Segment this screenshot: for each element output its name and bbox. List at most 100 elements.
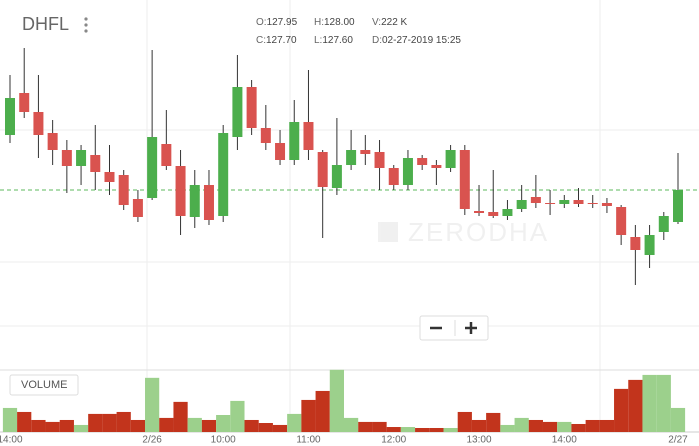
candle-body	[331, 165, 342, 188]
info-value: 127.95	[267, 17, 298, 28]
candle-body	[374, 152, 385, 168]
volume-bar	[542, 421, 558, 432]
info-value: 128.00	[324, 17, 355, 28]
volume-bar	[571, 423, 586, 432]
candle-body	[445, 150, 456, 168]
candle-body	[388, 168, 399, 185]
info-key: L:	[314, 35, 322, 46]
volume-bar	[17, 411, 32, 432]
candle-body	[76, 150, 87, 166]
menu-dot	[84, 23, 88, 27]
candle-body	[474, 211, 485, 213]
candle-body	[33, 112, 44, 135]
volume-bar	[102, 413, 117, 432]
x-tick-label: 2/27	[668, 435, 688, 446]
candle-body	[502, 209, 513, 216]
x-tick-label: 11:00	[296, 435, 321, 446]
volume-label-box	[9, 374, 79, 396]
volume-bar	[201, 419, 217, 432]
volume-bar	[386, 427, 401, 432]
candle-body	[147, 137, 158, 198]
candle-body	[601, 203, 612, 206]
chart-title: DHFL	[22, 14, 69, 34]
volume-panel	[2, 369, 686, 432]
watermark: ZERODHA	[378, 217, 549, 247]
zoom-control[interactable]	[419, 315, 489, 341]
volume-bar	[301, 399, 316, 432]
candle-body	[673, 190, 683, 222]
candle-body	[573, 200, 584, 204]
info-value: 02-27-2019 15:25	[382, 35, 461, 46]
candle-body	[61, 150, 72, 166]
info-item: H:128.00	[314, 17, 355, 28]
volume-bar	[344, 417, 359, 432]
volume-bar	[400, 427, 416, 432]
info-item: V:222 K	[372, 17, 408, 28]
menu-icon[interactable]	[84, 17, 88, 33]
info-item: D:02-27-2019 15:25	[372, 35, 461, 46]
volume-bar	[415, 427, 430, 432]
x-tick-label: 2/26	[142, 435, 162, 446]
info-key: V:	[372, 17, 381, 28]
volume-bar	[159, 417, 174, 432]
volume-bar	[244, 419, 259, 432]
watermark-logo	[378, 222, 398, 242]
candle-body	[616, 207, 627, 235]
candle-body	[232, 87, 243, 137]
candle-body	[218, 133, 229, 216]
candle-body	[203, 185, 214, 220]
volume-bar	[287, 413, 302, 432]
candle-body	[516, 200, 527, 209]
volume-bar	[429, 427, 444, 432]
volume-bar	[187, 417, 202, 432]
grid	[0, 0, 699, 432]
volume-bar	[88, 413, 103, 432]
candle-body	[360, 150, 371, 154]
volume-bar	[31, 419, 46, 432]
info-item: C:127.70	[256, 35, 297, 46]
x-axis-labels: 14:00 2/26 10:00 11:00 12:00 13:00 14:00 2/27	[0, 435, 688, 446]
volume-bar	[329, 369, 344, 432]
x-tick-label: 13:00	[467, 435, 492, 446]
info-item: L:127.60	[314, 35, 353, 46]
info-value: 127.70	[266, 35, 297, 46]
volume-bar	[500, 424, 515, 432]
candle-body	[587, 203, 598, 204]
volume-bar	[258, 423, 273, 432]
candle-body	[488, 212, 499, 216]
info-value: 127.60	[322, 35, 353, 46]
volume-bar	[230, 400, 245, 432]
volume-bar	[628, 379, 643, 432]
candle-body	[346, 150, 357, 165]
volume-bar	[443, 427, 458, 432]
volume-bar	[528, 419, 543, 432]
x-tick-label: 14:00	[0, 435, 23, 446]
candle-body	[530, 197, 541, 203]
candle-body	[5, 98, 15, 135]
volume-bar	[116, 411, 131, 432]
volume-bar	[59, 419, 74, 432]
candle-body	[118, 175, 129, 205]
info-item: O:127.95	[256, 17, 298, 28]
candle-body	[104, 172, 115, 182]
volume-bar	[315, 390, 330, 432]
candle-body	[402, 158, 413, 185]
volume-bar	[471, 419, 487, 432]
volume-bar	[614, 388, 629, 432]
candle-body	[545, 203, 556, 204]
candle-body	[246, 87, 257, 128]
candle-body	[303, 122, 314, 150]
menu-dot	[84, 29, 88, 33]
candle-body	[260, 128, 271, 143]
info-key: O:	[256, 17, 267, 28]
volume-bar	[656, 374, 671, 432]
watermark-text: ZERODHA	[408, 217, 549, 247]
candle-body	[132, 199, 143, 217]
candle-body	[317, 152, 328, 187]
candle-body	[189, 185, 200, 217]
candle-body	[658, 216, 669, 232]
x-tick-label: 12:00	[381, 435, 406, 446]
